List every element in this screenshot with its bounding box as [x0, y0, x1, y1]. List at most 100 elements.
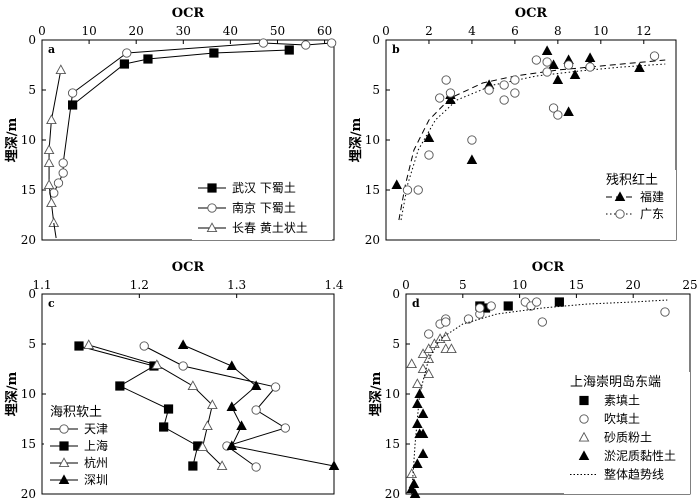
data-point: [553, 110, 563, 120]
data-point: [43, 157, 55, 168]
data-point: [475, 303, 485, 313]
data-point: [510, 75, 520, 85]
legend-label: 长春 黄土状土: [232, 221, 308, 235]
series-d-2: [406, 331, 457, 479]
y-axis-title: 埋深/m: [4, 372, 20, 417]
data-point: [216, 460, 228, 471]
legend-marker: [58, 457, 70, 468]
y-axis-title: 埋深/m: [4, 118, 20, 163]
legend-marker: [206, 222, 218, 233]
data-point: [58, 158, 68, 168]
data-point: [43, 144, 55, 155]
data-point: [163, 404, 174, 414]
y-tick-label: 5: [392, 337, 400, 351]
legend-label: 南京 下蜀土: [232, 200, 296, 215]
x-tick-label: 30: [176, 24, 191, 38]
x-tick-label: 20: [626, 278, 641, 292]
data-point: [569, 69, 581, 79]
data-point: [417, 428, 429, 439]
data-point: [429, 338, 440, 349]
data-point: [53, 178, 64, 188]
data-point: [226, 360, 238, 371]
data-point: [119, 59, 130, 69]
x-tick-label: 0: [38, 24, 46, 38]
data-point: [413, 185, 423, 195]
data-point: [391, 179, 403, 190]
x-tick-label: 50: [270, 24, 285, 38]
data-point: [143, 54, 153, 64]
legend-title: 残积红土: [606, 172, 658, 188]
y-tick-label: 5: [28, 83, 36, 97]
data-point: [503, 301, 513, 311]
x-tick-label: 10: [81, 24, 96, 38]
legend-label: 素填土: [604, 394, 640, 408]
legend-marker: [207, 183, 217, 193]
panel-d: 0 5 10 15 20 25 0 5 10 15 20 OCR 埋深/m d 上海崇明岛东端素填土吹填土砂…: [368, 260, 698, 501]
x-tick-label: 20: [129, 24, 144, 38]
trend-line: [411, 299, 668, 495]
data-point: [402, 185, 413, 195]
data-point: [548, 103, 559, 113]
data-point: [660, 307, 670, 317]
panel-label: c: [48, 297, 55, 310]
x-tick-label: 1.1: [32, 278, 51, 292]
data-point: [417, 348, 429, 359]
series-b-1: [400, 51, 666, 221]
x-tick-label: 15: [569, 278, 584, 292]
data-point: [531, 297, 542, 307]
data-point: [43, 179, 55, 190]
data-point: [417, 448, 429, 459]
data-point: [440, 331, 452, 342]
legend-title: 海积软土: [50, 405, 102, 420]
data-point: [649, 51, 660, 61]
data-point: [284, 45, 294, 55]
y-tick-label: 0: [28, 287, 36, 301]
data-point: [197, 441, 208, 452]
data-point: [417, 363, 429, 374]
y-tick-label: 15: [21, 437, 36, 451]
data-point: [423, 132, 435, 143]
series-line: [53, 222, 57, 239]
data-point: [412, 458, 423, 469]
y-tick-label: 20: [21, 487, 36, 501]
data-point: [46, 197, 57, 208]
data-point: [552, 74, 564, 84]
data-point: [531, 55, 542, 65]
y-tick-label: 10: [21, 133, 36, 147]
data-point: [486, 301, 496, 311]
legend-label: 砂质粉土: [604, 431, 652, 445]
data-point: [159, 422, 169, 432]
data-point: [55, 64, 67, 75]
data-point: [537, 317, 547, 327]
data-point: [187, 380, 199, 391]
x-axis-title: OCR: [172, 6, 205, 21]
data-point: [202, 420, 213, 431]
data-point: [251, 462, 261, 472]
data-point: [83, 339, 95, 350]
x-axis-title: OCR: [172, 260, 205, 275]
data-point: [435, 93, 445, 103]
data-point: [446, 343, 457, 354]
data-point: [445, 88, 456, 98]
data-point: [74, 341, 84, 351]
y-tick-label: 20: [21, 233, 36, 247]
x-tick-label: 8: [554, 24, 562, 38]
legend-marker: [59, 441, 69, 451]
legend-label: 福建: [640, 189, 664, 204]
data-point: [510, 88, 520, 98]
y-tick-label: 10: [385, 387, 400, 401]
data-point: [188, 461, 198, 471]
legend-marker: [614, 191, 626, 202]
x-tick-label: 1.3: [227, 278, 246, 292]
data-point: [412, 378, 423, 389]
legend-marker: [578, 450, 590, 461]
data-point: [585, 62, 595, 72]
data-point: [178, 361, 188, 371]
data-point: [226, 401, 238, 412]
data-point: [417, 408, 429, 419]
y-tick-label: 5: [372, 83, 380, 97]
data-point: [251, 405, 261, 415]
